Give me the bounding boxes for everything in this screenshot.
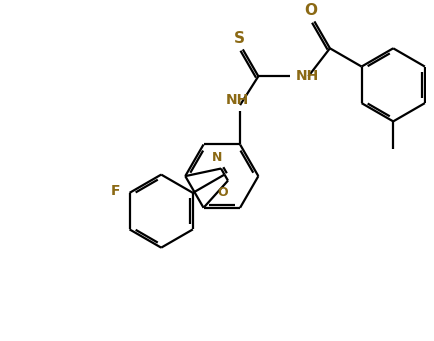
Text: O: O <box>304 3 317 17</box>
Text: NH: NH <box>296 69 319 83</box>
Text: F: F <box>110 184 120 198</box>
Text: O: O <box>218 187 228 199</box>
Text: N: N <box>212 151 222 164</box>
Text: S: S <box>233 31 244 46</box>
Text: NH: NH <box>226 93 249 107</box>
